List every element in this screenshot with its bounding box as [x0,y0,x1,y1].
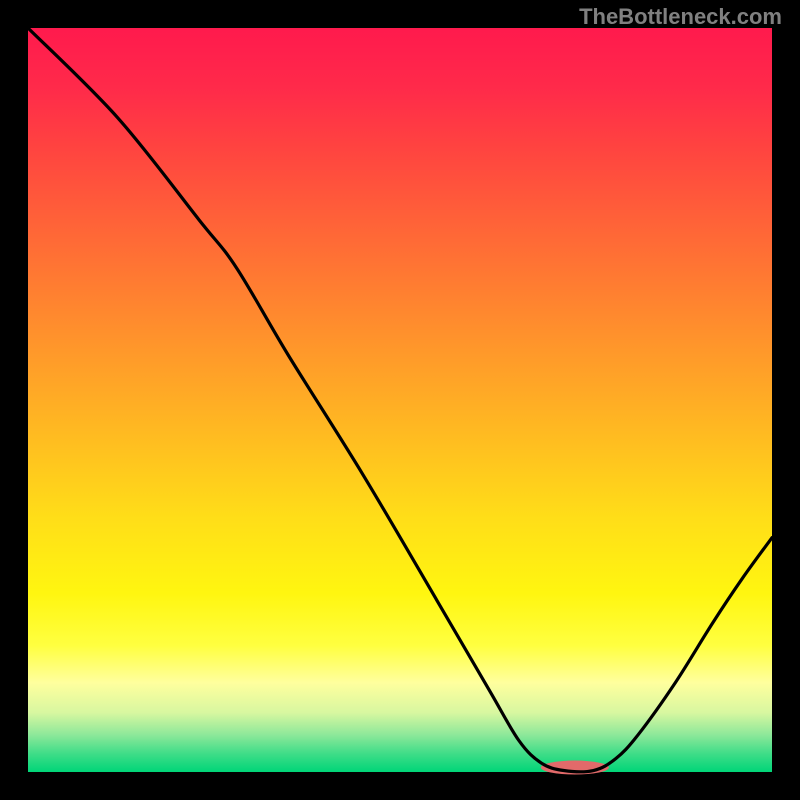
watermark-text: TheBottleneck.com [579,4,782,30]
chart-container: TheBottleneck.com [0,0,800,800]
bottleneck-curve-chart [0,0,800,800]
plot-background [28,28,772,772]
